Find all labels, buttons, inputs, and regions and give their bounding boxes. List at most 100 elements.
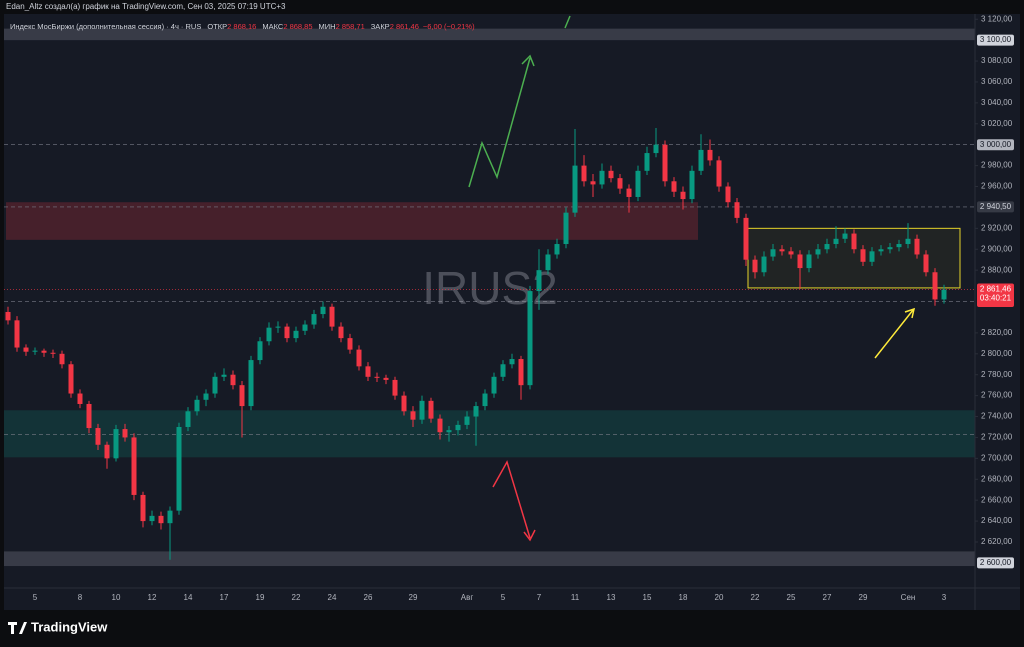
x-tick-label: 24 (328, 593, 337, 602)
candle-body (887, 247, 893, 250)
candle-body (23, 347, 29, 352)
y-tick-label: 2 900,00 (981, 244, 1013, 253)
x-tick-label: 19 (256, 593, 265, 602)
legend-item: −6,00 (−0,21%) (423, 22, 475, 31)
candle-body (293, 330, 299, 339)
candle-body (320, 306, 326, 315)
candle-body (59, 353, 65, 365)
header: Edan_Altz создал(а) график на TradingVie… (6, 2, 286, 11)
candle-body (248, 360, 254, 407)
y-tick-label: 2 800,00 (981, 349, 1013, 358)
y-tick-label: 2 680,00 (981, 474, 1013, 483)
candle-body (14, 320, 20, 348)
price-label-bg (977, 34, 1014, 46)
x-tick-label: 26 (364, 593, 373, 602)
candle-body (608, 170, 614, 179)
candle-body (662, 144, 668, 182)
y-tick-label: 2 820,00 (981, 328, 1013, 337)
candle-body (833, 238, 839, 245)
legend-item: ЗАКР (371, 22, 390, 31)
candle-body (275, 326, 281, 328)
y-tick-label: 2 660,00 (981, 495, 1013, 504)
arrow (468, 57, 531, 188)
y-tick-label: 2 620,00 (981, 537, 1013, 546)
candle-body (698, 149, 704, 171)
candle-body (113, 429, 119, 459)
candle-body (401, 395, 407, 412)
legend-item: 2 868,16 (227, 22, 256, 31)
y-tick-label: 3 040,00 (981, 98, 1013, 107)
candle-body (905, 238, 911, 245)
candle-body (437, 418, 443, 433)
x-tick-label: 27 (823, 593, 832, 602)
candle-body (185, 411, 191, 427)
x-tick-label: Авг (461, 593, 474, 602)
candle-body (788, 251, 794, 255)
candle-body (671, 181, 677, 192)
x-tick-label: 8 (78, 593, 83, 602)
candle-body (851, 233, 857, 250)
y-tick-label: 2 640,00 (981, 516, 1013, 525)
x-tick-label: 12 (148, 593, 157, 602)
candle-body (509, 359, 515, 365)
candle-body (743, 217, 749, 260)
legend-item: 2 858,71 (336, 22, 365, 31)
y-tick-label: 2 700,00 (981, 453, 1013, 462)
candle-body (644, 153, 650, 171)
candle-body (869, 251, 875, 262)
y-tick-label: 2 760,00 (981, 391, 1013, 400)
price-label: 3 000,00 (980, 140, 1012, 149)
candle-body (518, 359, 524, 386)
candle-body (941, 289, 947, 300)
candle-body (770, 249, 776, 257)
candle-body (392, 379, 398, 396)
footer-brand: TradingView (31, 619, 108, 634)
x-tick-label: 22 (292, 593, 301, 602)
price-label-bg (977, 201, 1014, 213)
candle-body (284, 326, 290, 339)
arrow (564, 15, 571, 29)
candle-body (311, 314, 317, 325)
candle-body (104, 444, 110, 459)
candle-body (50, 352, 56, 354)
candle-body (824, 244, 830, 250)
x-tick-label: 18 (679, 593, 688, 602)
candle-body (806, 254, 812, 269)
plot: IRUS2 2 620,00 2 640,00 2 660,00 2 680,00 2 7… (4, 14, 1014, 602)
zone (4, 551, 975, 567)
x-tick-label: 3 (942, 593, 947, 602)
candle-body (707, 149, 713, 161)
candle-body (734, 202, 740, 218)
candle-body (581, 165, 587, 182)
price-label: 3 100,00 (980, 35, 1012, 44)
y-tick-label: 2 780,00 (981, 370, 1013, 379)
price-label-bg (977, 139, 1014, 151)
candle-body (572, 165, 578, 213)
candle-body (617, 178, 623, 189)
y-tick-label: 2 720,00 (981, 433, 1013, 442)
candle-body (815, 249, 821, 255)
y-tick-label: 2 740,00 (981, 412, 1013, 421)
y-tick-label: 2 960,00 (981, 182, 1013, 191)
zone (4, 28, 975, 41)
candle-body (527, 291, 533, 386)
x-tick-label: 20 (715, 593, 724, 602)
candle-body (473, 406, 479, 417)
x-tick-label: 29 (859, 593, 868, 602)
candle-body (329, 306, 335, 327)
candle-body (374, 376, 380, 378)
candle-body (383, 377, 389, 380)
zone (6, 202, 698, 240)
arrow-head (521, 54, 535, 67)
x-tick-label: 29 (409, 593, 418, 602)
candle-body (68, 364, 74, 394)
candle-body (779, 249, 785, 252)
legend: Индекс МосБиржи (дополнительная сессия) … (10, 22, 475, 31)
candle-body (752, 259, 758, 273)
price-label: 2 940,50 (980, 202, 1012, 211)
candle-body (356, 349, 362, 367)
legend-item: МИН (319, 22, 336, 31)
candle-body (41, 350, 47, 353)
candle-body (257, 341, 263, 361)
candle-body (878, 249, 884, 252)
